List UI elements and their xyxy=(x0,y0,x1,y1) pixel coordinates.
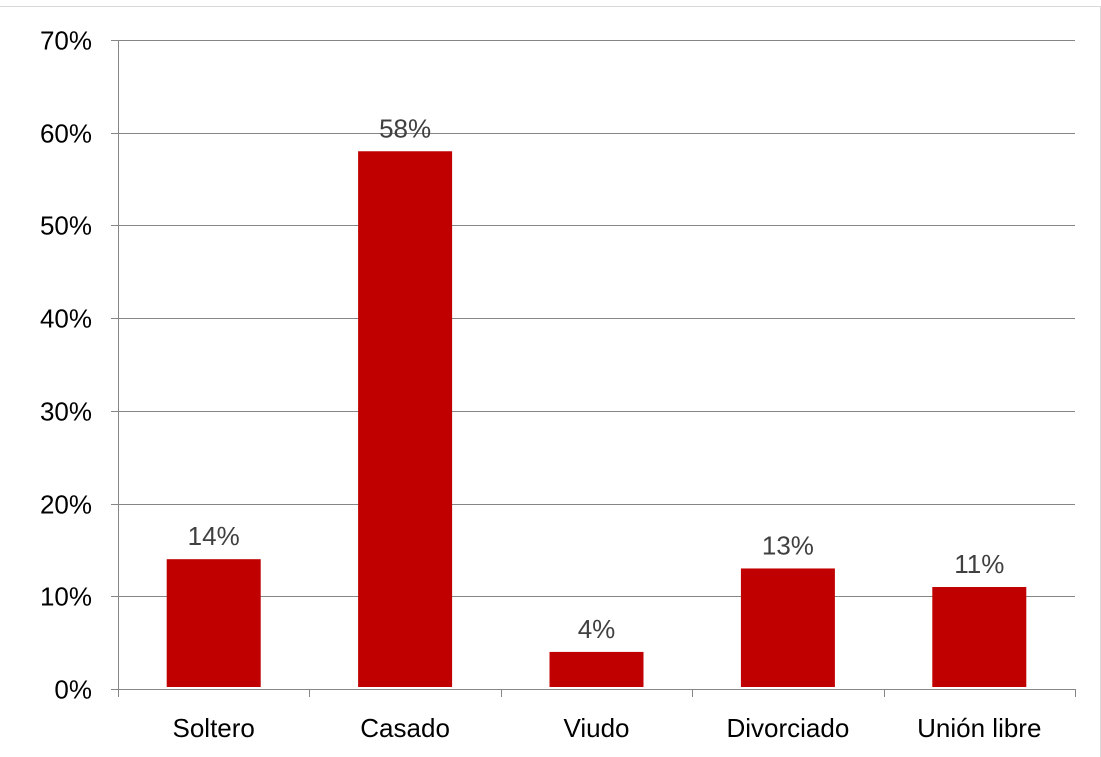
data-label: 13% xyxy=(762,530,814,560)
gridlines xyxy=(118,40,1075,597)
y-tick-label: 0% xyxy=(54,675,92,705)
data-label: 11% xyxy=(954,549,1004,579)
y-axis-tick-labels: 0% 10% 20% 30% 40% 50% 60% 70% xyxy=(40,26,92,705)
x-tick-label: Casado xyxy=(360,713,450,743)
y-tick-label: 20% xyxy=(40,490,92,520)
x-tick-label: Soltero xyxy=(173,713,255,743)
y-tick-label: 70% xyxy=(40,26,92,56)
bar-soltero xyxy=(166,559,261,687)
y-tick-label: 40% xyxy=(40,304,92,334)
x-axis-tick-labels: Soltero Casado Viudo Divorciado Unión libre xyxy=(173,713,1042,743)
data-label: 14% xyxy=(188,521,240,551)
x-tick-label: Unión libre xyxy=(917,713,1041,743)
bar-divorciado xyxy=(740,568,835,687)
data-label: 4% xyxy=(578,614,616,644)
bar-casado xyxy=(358,151,453,687)
y-tick-label: 60% xyxy=(40,119,92,149)
y-tick-label: 30% xyxy=(40,397,92,427)
y-tick-label: 10% xyxy=(40,582,92,612)
x-tick-label: Viudo xyxy=(563,713,629,743)
bar-uni-n-libre xyxy=(932,587,1027,687)
data-label: 58% xyxy=(379,113,431,143)
y-tick-label: 50% xyxy=(40,211,92,241)
bars xyxy=(166,151,1027,687)
data-labels: 14% 58% 4% 13% 11% xyxy=(188,113,1005,644)
x-tick-label: Divorciado xyxy=(726,713,849,743)
bar-viudo xyxy=(549,651,644,687)
axes xyxy=(111,40,1076,697)
